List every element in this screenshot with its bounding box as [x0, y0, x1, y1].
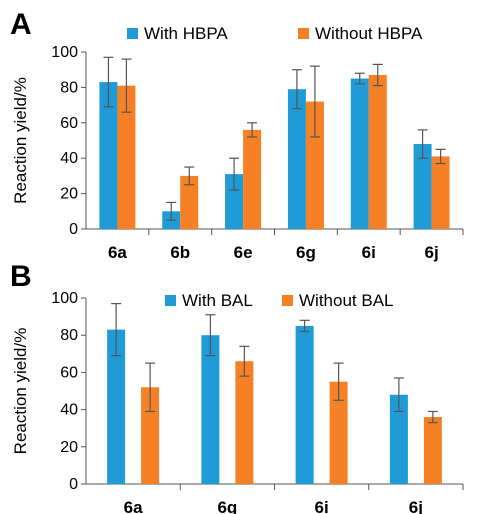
- panel-a-y-tick-label: 40: [60, 150, 78, 167]
- panel-a-y-tick-label: 80: [60, 79, 78, 96]
- panel-a-category-label: 6i: [362, 243, 376, 262]
- panel-a-category-label: 6g: [296, 243, 316, 262]
- panel-b-legend-label: Without BAL: [299, 291, 394, 310]
- panel-b-legend-label: With BAL: [182, 291, 253, 310]
- panel-b-category-label: 6a: [124, 498, 143, 514]
- panel-a-bar: [117, 85, 136, 229]
- panel-b-category-label: 6i: [315, 498, 329, 514]
- panel-b-bar: [235, 361, 254, 484]
- panel-b-category-label: 6j: [409, 498, 423, 514]
- panel-a-y-tick-label: 100: [51, 44, 78, 61]
- panel-a-bar: [287, 89, 306, 229]
- panel-b-y-axis-label: Reaction yield/%: [11, 328, 30, 455]
- panel-a-y-tick-label: 0: [69, 221, 78, 238]
- panel-a-letter: A: [10, 8, 32, 41]
- panel-a-bar: [243, 129, 262, 229]
- panel-b-bar: [295, 325, 314, 484]
- panel-a-y-tick-label: 20: [60, 186, 78, 203]
- panel-a-legend-label: Without HBPA: [315, 24, 423, 43]
- panel-b-y-tick-label: 60: [60, 364, 78, 381]
- panel-a-legend-label: With HBPA: [144, 24, 228, 43]
- panel-a-bar: [180, 175, 199, 229]
- panel-a-bar: [99, 82, 118, 229]
- panel-b-y-tick-label: 80: [60, 327, 78, 344]
- panel-b-bar: [423, 417, 442, 484]
- panel-b-letter: B: [10, 260, 32, 293]
- panel-b-bar: [389, 394, 408, 484]
- panel-a-category-label: 6e: [234, 243, 253, 262]
- panel-a-bar: [413, 144, 432, 229]
- panel-b-bar: [201, 335, 220, 484]
- panel-a-bar: [350, 78, 369, 229]
- panel-b-category-label: 6g: [217, 498, 237, 514]
- panel-b-y-tick-label: 20: [60, 439, 78, 456]
- panel-a-y-axis-label: Reaction yield/%: [11, 77, 30, 204]
- panel-b-legend-swatch: [282, 295, 293, 306]
- panel-a-y-tick-label: 60: [60, 115, 78, 132]
- panel-b-y-tick-label: 0: [69, 476, 78, 493]
- panel-a-category-label: 6b: [170, 243, 190, 262]
- panel-b-legend-swatch: [165, 295, 176, 306]
- panel-b-bar: [329, 381, 348, 484]
- panel-a-category-label: 6j: [424, 243, 438, 262]
- panel-a-legend-swatch: [298, 28, 309, 39]
- panel-a-category-label: 6a: [108, 243, 127, 262]
- panel-b-bar: [107, 329, 126, 484]
- panel-b-y-tick-label: 40: [60, 402, 78, 419]
- panel-a-legend-swatch: [127, 28, 138, 39]
- panel-a-bar: [368, 75, 387, 229]
- panel-b-y-tick-label: 100: [51, 290, 78, 307]
- panel-a-bar: [225, 174, 244, 229]
- panel-a-bar: [305, 101, 324, 229]
- panel-b-chart: 0 20 40 60 80 100 Reaction yield/% 6a 6g 6i 6j With…: [11, 290, 464, 514]
- panel-a-chart: 0 20 40 60 80 100 Reaction yield/% 6a 6b 6e 6g 6i 6j…: [11, 24, 464, 262]
- panel-a-bar: [431, 156, 450, 229]
